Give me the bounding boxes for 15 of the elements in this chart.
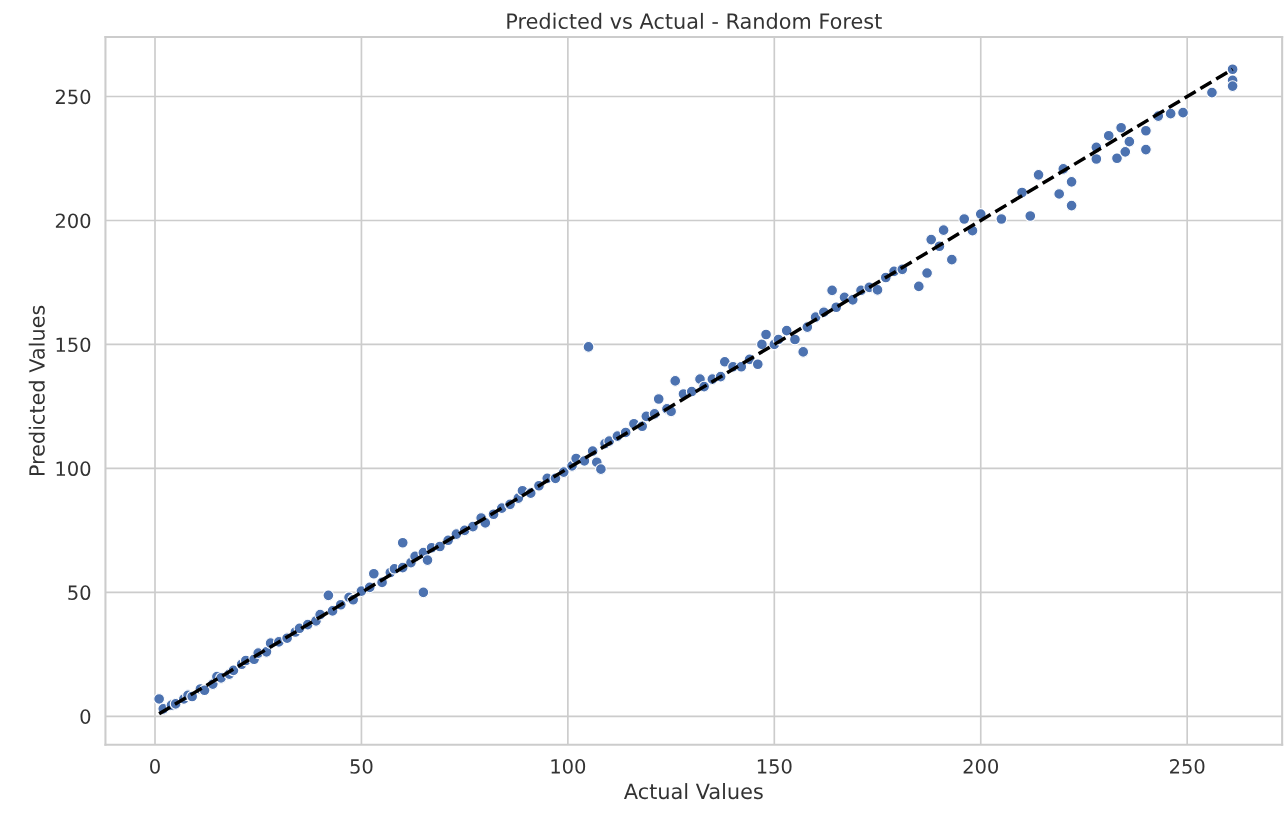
y-axis-title: Predicted Values: [28, 305, 45, 476]
y-tick-label: 0: [80, 709, 91, 724]
x-tick-label: 50: [350, 759, 373, 774]
chart-title: Predicted vs Actual - Random Forest: [507, 12, 882, 29]
x-tick-label: 250: [1170, 759, 1205, 774]
x-tick-label: 200: [963, 759, 999, 774]
x-tick-label: 0: [150, 759, 160, 774]
y-tick-label: 250: [55, 89, 91, 105]
x-tick-label: 150: [757, 759, 792, 774]
y-tick-label: 100: [56, 461, 91, 477]
y-tick-label: 50: [68, 585, 91, 601]
y-tick-label: 150: [56, 337, 91, 353]
x-axis-title: Actual Values: [623, 783, 763, 800]
x-tick-label: 100: [551, 759, 586, 774]
y-tick-label: 200: [55, 213, 91, 229]
